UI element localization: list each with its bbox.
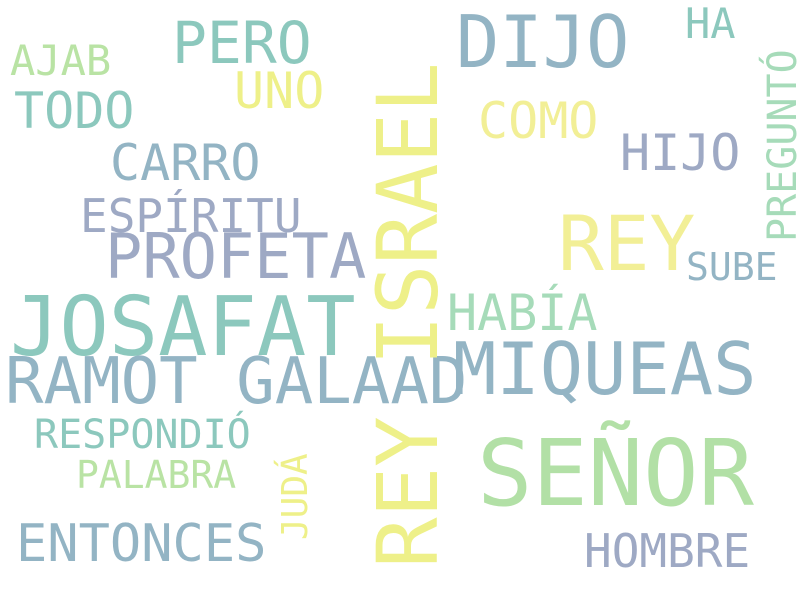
word-miqueas: MIQUEAS bbox=[453, 327, 757, 411]
word-carro: CARRO bbox=[110, 134, 261, 192]
word-josafat: JOSAFAT bbox=[10, 280, 356, 375]
word-rey: REY bbox=[558, 199, 696, 288]
word-sube: SUBE bbox=[686, 245, 778, 289]
word-como: COMO bbox=[478, 92, 599, 150]
word-pero: PERO bbox=[172, 9, 312, 77]
word-profeta: PROFETA bbox=[105, 220, 367, 293]
word-palabra: PALABRA bbox=[76, 453, 237, 497]
word-ramot-galaad: RAMOT GALAAD bbox=[5, 345, 468, 419]
word-juda: JUDÁ bbox=[275, 453, 316, 540]
word-hijo: HIJO bbox=[620, 124, 741, 182]
word-entonces: ENTONCES bbox=[16, 514, 267, 574]
word-espiritu: ESPÍRITU bbox=[80, 189, 302, 243]
word-senor: SEÑOR bbox=[477, 420, 754, 527]
word-ajab: AJAB bbox=[10, 36, 112, 85]
word-uno: UNO bbox=[234, 62, 325, 120]
word-rey-israel: REY ISRAEL bbox=[359, 62, 457, 568]
word-habia: HABÍA bbox=[447, 284, 598, 342]
word-dijo: DIJO bbox=[456, 0, 630, 84]
word-todo: TODO bbox=[14, 82, 135, 140]
word-respondio: RESPONDIÓ bbox=[34, 412, 251, 458]
word-ha: HA bbox=[685, 0, 736, 48]
word-hombre: HOMBRE bbox=[584, 524, 751, 578]
word-pregunto: PREGUNTÓ bbox=[760, 49, 800, 242]
